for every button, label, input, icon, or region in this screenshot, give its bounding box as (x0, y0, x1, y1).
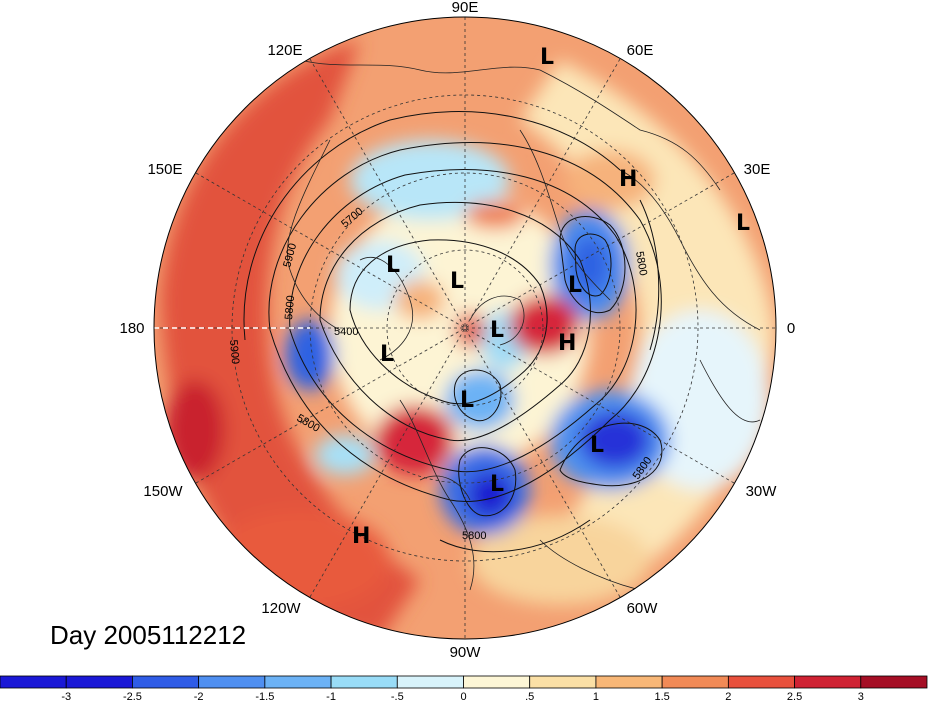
colorbar-box (595, 675, 663, 689)
colorbar-box (727, 675, 795, 689)
low-center: L (568, 273, 582, 298)
colorbar-box (132, 675, 200, 689)
colorbar-tick-label: -1 (326, 691, 336, 702)
low-center: L (386, 253, 400, 278)
lon-label-60w: 60W (627, 600, 659, 617)
colorbar-tick-label: -2 (194, 691, 204, 702)
low-center: L (540, 45, 554, 70)
colorbar-tick-label: -2.5 (123, 691, 142, 702)
longitude-labels: 90E 120E 60E 150E 30E 180 0 150W 30W 120… (119, 0, 795, 661)
colorbar-tick-label: -.5 (391, 691, 404, 702)
colorbar-tick-label: 2 (725, 691, 731, 702)
lon-label-150e: 150E (147, 161, 182, 178)
low-center: L (490, 318, 504, 343)
colorbar-box (264, 675, 332, 689)
contour-label: 5900 (227, 339, 241, 364)
pressure-centers: L H L L L L L H L L L L H (352, 45, 750, 549)
colorbar-box (396, 675, 464, 689)
colorbar-box (794, 675, 862, 689)
lon-label-120e: 120E (267, 42, 302, 59)
colorbar-box (661, 675, 729, 689)
lon-label-60e: 60E (627, 42, 654, 59)
colorbar-box (0, 675, 67, 689)
contour-label: 5800 (633, 250, 649, 276)
lon-label-30e: 30E (744, 161, 771, 178)
colorbar-box (65, 675, 133, 689)
lon-label-150w: 150W (143, 483, 183, 500)
map-border (153, 16, 777, 640)
polar-map: 90E 120E 60E 150E 30E 180 0 150W 30W 120… (119, 0, 795, 661)
lon-label-180: 180 (119, 320, 144, 337)
colorbar-tick-label: 3 (858, 691, 864, 702)
low-center: L (460, 388, 474, 413)
colorbar-tick-label: 1.5 (654, 691, 669, 702)
colorbar-tick-label: 1 (593, 691, 599, 702)
contour-labels: 5700 5900 5800 5900 5400 5800 5800 5800 … (227, 205, 654, 542)
colorbar-box (198, 675, 266, 689)
contour-label: 5800 (462, 530, 486, 542)
colorbar-box (860, 675, 928, 689)
colorbar-box (529, 675, 597, 689)
high-center: H (619, 167, 637, 192)
colorbar-box (463, 675, 531, 689)
colorbar-tick-label: 0 (460, 691, 466, 702)
low-center: L (490, 472, 504, 497)
contour-label: 5400 (334, 326, 358, 338)
low-center: L (380, 342, 394, 367)
lon-label-0: 0 (787, 320, 795, 337)
colorbar-tick-label: .5 (525, 691, 534, 702)
lon-label-90e: 90E (452, 0, 479, 16)
colorbar-boxes (0, 675, 928, 689)
lon-label-120w: 120W (261, 600, 301, 617)
high-center: H (558, 331, 576, 356)
lon-label-30w: 30W (746, 483, 778, 500)
colorbar-tick-label: 2.5 (787, 691, 802, 702)
low-center: L (590, 433, 604, 458)
low-center: L (736, 211, 750, 236)
colorbar-tick-label: -3 (61, 691, 71, 702)
map-title: Day 2005112212 (50, 620, 247, 650)
high-center: H (352, 524, 370, 549)
colorbar: -3 -2.5 -2 -1.5 -1 -.5 0 .5 1 1.5 2 2.5 3 (0, 675, 928, 702)
colorbar-tick-label: -1.5 (255, 691, 274, 702)
contour-label: 5800 (283, 295, 297, 320)
colorbar-ticks: -3 -2.5 -2 -1.5 -1 -.5 0 .5 1 1.5 2 2.5 3 (61, 691, 864, 702)
low-center: L (450, 269, 464, 294)
lon-label-90w: 90W (450, 644, 482, 661)
colorbar-box (330, 675, 398, 689)
